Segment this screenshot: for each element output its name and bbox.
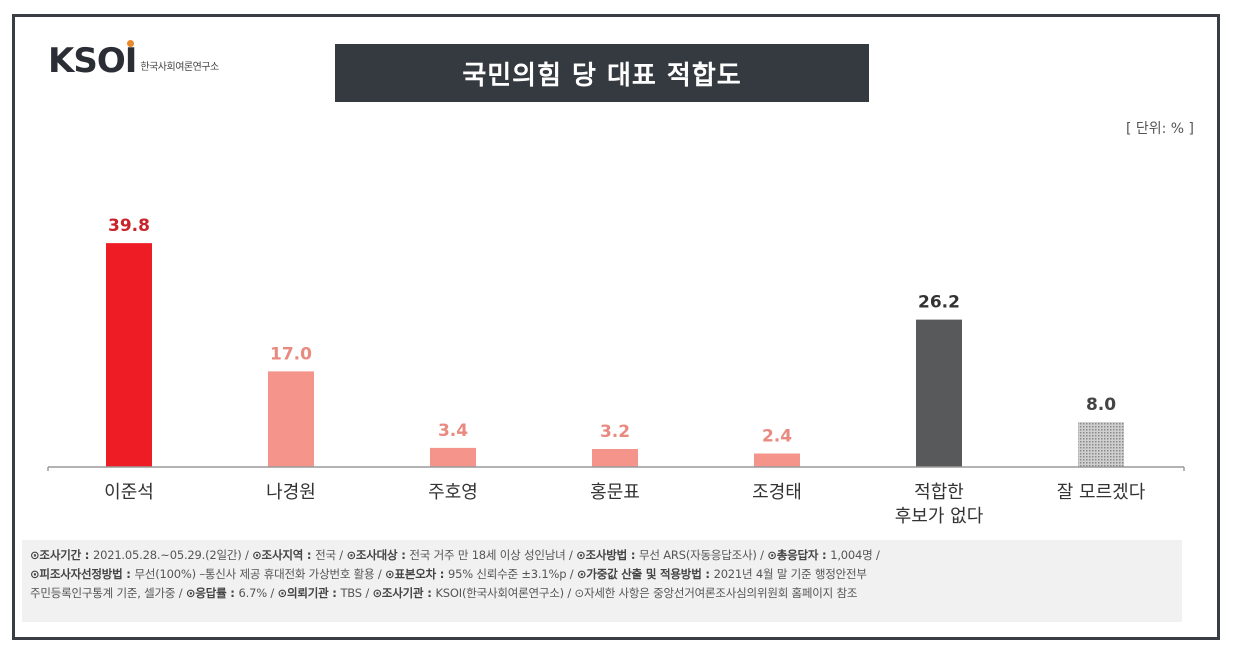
footnote-value: 1,004명 / (830, 548, 880, 562)
category-label-4: 홍문표 (590, 482, 640, 503)
value-label-7: 8.0 (1086, 395, 1116, 415)
footnote-value: 주민등록인구통계 기준, 셀가중 / (30, 586, 186, 600)
bar-7 (1078, 422, 1124, 467)
value-label-4: 3.2 (600, 422, 630, 442)
footnote-line-3: 주민등록인구통계 기준, 셀가중 / ⊙응답률 : 6.7% / ⊙의뢰기관 :… (30, 584, 1174, 603)
bar-1 (106, 243, 152, 467)
footnote-key: ⊙피조사자선정방법 : (30, 567, 135, 581)
footnote-value: 95% 신뢰수준 ±3.1%p / (447, 567, 577, 581)
footnote-key: ⊙조사기관 : (372, 586, 436, 600)
category-label-5: 조경태 (752, 482, 802, 503)
value-label-5: 2.4 (762, 427, 792, 447)
footnote-value: 6.7% / (238, 586, 278, 600)
logo-mark: KSOI (48, 40, 137, 81)
value-label-1: 39.8 (108, 216, 150, 236)
category-label-3: 주호영 (428, 482, 478, 503)
survey-footnote: ⊙조사기간 : 2021.05.28.~05.29.(2일간) / ⊙조사지역 … (22, 540, 1182, 622)
bar-chart: 39.8 이준석 17.0 나경원 3.4 주호영 3.2 홍문표 2.4 조경태 26.2 적합한후… (47, 216, 1185, 527)
bar-6 (916, 319, 962, 467)
bar-5 (754, 453, 800, 467)
footnote-key: ⊙조사기간 : (30, 548, 93, 562)
footnote-key: ⊙표본오차 : (385, 567, 448, 581)
footnote-key: ⊙조사지역 : (252, 548, 316, 562)
category-label-7: 잘 모르겠다 (1057, 482, 1146, 503)
chart-title: 국민의힘 당 대표 적합도 (462, 60, 742, 91)
footnote-value: KSOI(한국사회여론연구소) / (435, 586, 575, 600)
value-label-3: 3.4 (438, 421, 468, 441)
value-label-2: 17.0 (270, 344, 312, 364)
footnote-value: 2021.05.28.~05.29.(2일간) / (92, 548, 253, 562)
footnote-value: 무선(100%) –통신사 제공 휴대전화 가상번호 활용 / (134, 567, 386, 581)
footnote-value: TBS / (340, 586, 373, 600)
footnote-value: 2021년 4월 말 기준 행정안전부 (713, 567, 867, 581)
footnote-value: ⊙자세한 사항은 중앙선거여론조사심의위원회 홈페이지 참조 (574, 586, 858, 600)
footnote-line-1: ⊙조사기간 : 2021.05.28.~05.29.(2일간) / ⊙조사지역 … (30, 546, 1174, 565)
title-banner: 국민의힘 당 대표 적합도 (335, 44, 869, 102)
logo: KSOI 한국사회여론연구소 (48, 40, 219, 81)
category-label-6-line-2: 후보가 없다 (895, 506, 984, 527)
footnote-key: ⊙의뢰기관 : (277, 586, 341, 600)
category-label-1: 이준석 (104, 482, 154, 503)
footnote-value: 전국 / (315, 548, 347, 562)
footnote-key: ⊙조사대상 : (346, 548, 410, 562)
value-label-6: 26.2 (918, 293, 960, 313)
chart-frame (12, 14, 1220, 640)
footnote-value: 무선 ARS(자동응답조사) / (639, 548, 768, 562)
footnote-key: ⊙가중값 산출 및 적용방법 : (576, 567, 714, 581)
category-label-2: 나경원 (266, 482, 316, 503)
footnote-key: ⊙응답률 : (185, 586, 239, 600)
bar-4 (592, 449, 638, 467)
bar-2 (268, 371, 314, 467)
category-label-6-line-1: 적합한 (914, 482, 964, 503)
unit-label: [ 단위: % ] (1125, 121, 1194, 137)
footnote-key: ⊙총응답자 : (767, 548, 831, 562)
footnote-value: 전국 거주 만 18세 이상 성인남녀 / (409, 548, 577, 562)
logo-accent-dot (127, 40, 135, 47)
logo-subtitle: 한국사회여론연구소 (140, 62, 219, 73)
bar-3 (430, 447, 476, 467)
footnote-line-2: ⊙피조사자선정방법 : 무선(100%) –통신사 제공 휴대전화 가상번호 활… (30, 565, 1174, 584)
footnote-key: ⊙조사방법 : (576, 548, 640, 562)
